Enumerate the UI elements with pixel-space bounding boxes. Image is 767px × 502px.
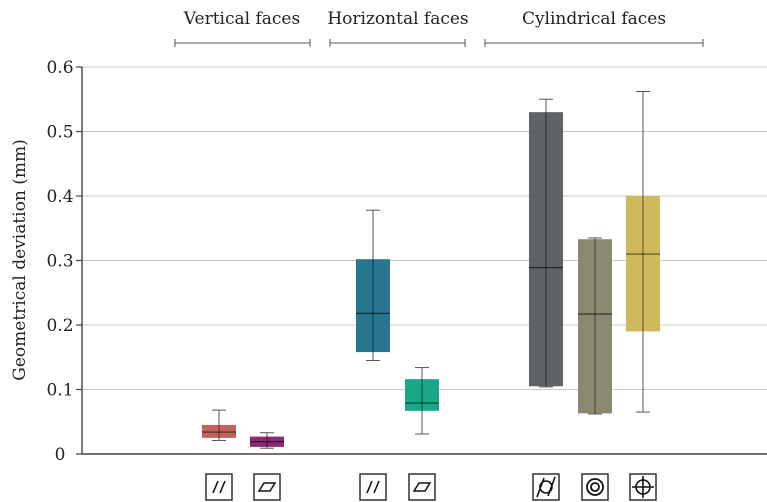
box-2 [250,432,284,449]
cylindricity-icon [532,473,560,501]
group-label: Horizontal faces [327,9,468,29]
parallelism-icon [359,473,387,501]
y-tick-label: 0.5 [46,123,73,143]
y-tick-label: 0.3 [46,252,73,272]
gridlines [82,66,767,455]
y-axis-title: Geometrical deviation (mm) [10,139,30,380]
box-1 [202,409,236,441]
y-tick-label: 0.4 [46,187,73,207]
box-7 [626,91,660,413]
position-icon [629,473,657,501]
box-6 [578,237,612,415]
box-4 [405,367,439,435]
y-axis-ticks: 0 0.1 0.2 0.3 0.4 0.5 0.6 [46,58,83,465]
parallelism-icon [205,473,233,501]
group-label: Cylindrical faces [522,9,666,29]
y-tick-label: 0.6 [46,58,73,78]
boxes [202,91,660,449]
group-labels: Vertical faces Horizontal faces Cylindrica… [174,9,704,47]
y-tick-label: 0 [55,445,66,465]
y-tick-label: 0.2 [46,316,73,336]
flatness-icon [253,473,281,501]
box-5 [529,98,563,388]
flatness-icon [408,473,436,501]
y-tick-label: 0.1 [46,381,73,401]
category-symbols [205,473,657,501]
box-3 [356,209,390,361]
concentricity-icon [581,473,609,501]
group-label: Vertical faces [183,9,300,29]
